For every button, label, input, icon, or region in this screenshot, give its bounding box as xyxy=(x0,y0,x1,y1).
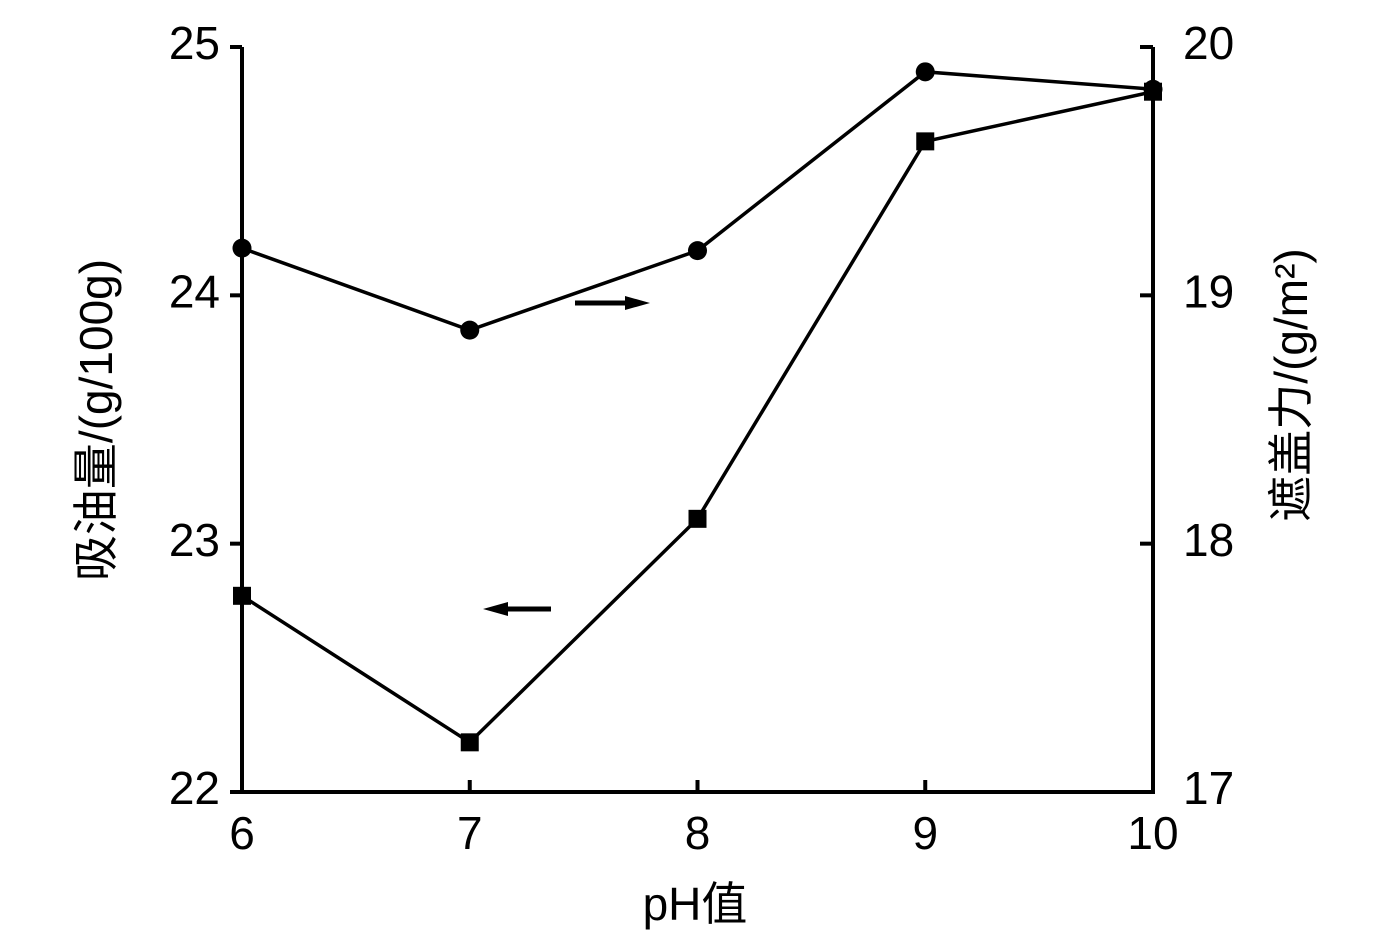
y2-axis-label: 遮盖力/(g/m²) xyxy=(1265,248,1317,521)
x-tick-label: 8 xyxy=(685,807,711,859)
y2-tick-label: 20 xyxy=(1183,17,1234,69)
square-marker xyxy=(460,733,479,752)
series-line xyxy=(241,70,1154,332)
y-axis-label: 吸油量/(g/100g) xyxy=(70,259,122,581)
direction-arrows xyxy=(483,296,650,616)
circle-marker xyxy=(232,238,252,258)
y-tick-label: 25 xyxy=(169,17,220,69)
y-tick-label: 22 xyxy=(169,762,220,814)
circle-marker xyxy=(688,241,707,261)
y2-tick-label: 17 xyxy=(1183,762,1234,814)
square-marker xyxy=(688,509,707,528)
circle-marker xyxy=(915,62,935,82)
series-line xyxy=(241,89,1154,745)
square-marker xyxy=(233,586,251,605)
y2-tick-label: 19 xyxy=(1183,265,1234,317)
x-axis-label: pH值 xyxy=(643,878,748,930)
x-tick-label: 7 xyxy=(457,807,483,859)
x-tick-label: 6 xyxy=(229,807,255,859)
square-marker xyxy=(916,132,935,151)
x-tick-label: 9 xyxy=(912,807,938,859)
circle-marker xyxy=(1143,79,1163,99)
circle-marker xyxy=(460,320,480,340)
y-tick-label: 23 xyxy=(169,514,220,566)
y2-tick-label: 18 xyxy=(1183,514,1234,566)
x-tick-label: 10 xyxy=(1127,807,1178,859)
y-tick-label: 24 xyxy=(169,265,220,317)
